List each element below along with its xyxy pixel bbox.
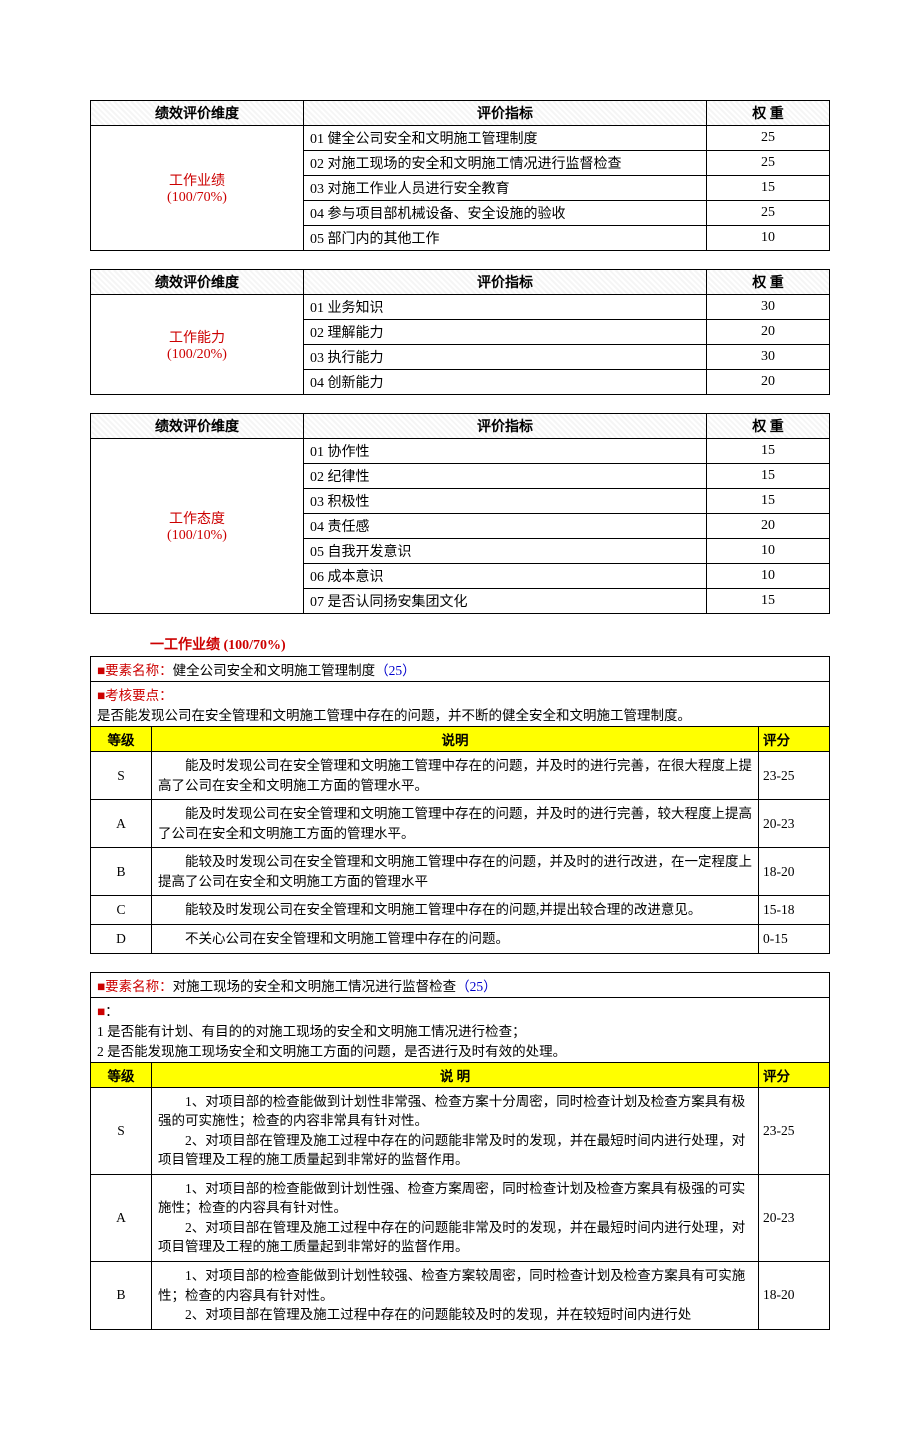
grade-cell: S (91, 752, 152, 800)
description-cell: 能较及时发现公司在安全管理和文明施工管理中存在的问题，并及时的进行改进，在一定程… (152, 848, 759, 896)
rubric-table-1: ■要素名称：健全公司安全和文明施工管理制度（25） ■考核要点： 是否能发现公司… (90, 656, 830, 954)
score-cell: 23-25 (759, 752, 830, 800)
dimension-cell: 工作业绩(100/70%) (91, 126, 304, 251)
weight-cell: 20 (707, 514, 830, 539)
indicator-cell: 02 对施工现场的安全和文明施工情况进行监督检查 (304, 151, 707, 176)
grade-cell: B (91, 1262, 152, 1330)
indicator-cell: 05 自我开发意识 (304, 539, 707, 564)
points-colon: ： (105, 1004, 119, 1019)
summary-table: 绩效评价维度评价指标权 重工作态度(100/10%)01 协作性1502 纪律性… (90, 413, 830, 614)
indicator-cell: 03 对施工作业人员进行安全教育 (304, 176, 707, 201)
description-cell: 能及时发现公司在安全管理和文明施工管理中存在的问题，并及时的进行完善，在很大程度… (152, 752, 759, 800)
points-text: 是否能发现公司在安全管理和文明施工管理中存在的问题，并不断的健全安全和文明施工管… (97, 708, 691, 723)
grade-cell: C (91, 896, 152, 925)
description-cell: 能较及时发现公司在安全管理和文明施工管理中存在的问题,并提出较合理的改进意见。 (152, 896, 759, 925)
element-weight: （25） (375, 663, 416, 678)
score-cell: 15-18 (759, 896, 830, 925)
grade-cell: A (91, 1174, 152, 1261)
weight-cell: 25 (707, 201, 830, 226)
description-cell: 不关心公司在安全管理和文明施工管理中存在的问题。 (152, 924, 759, 953)
col-score: 评分 (759, 1062, 830, 1087)
header-weight: 权 重 (707, 101, 830, 126)
square-icon: ■要素名称： (97, 979, 173, 994)
weight-cell: 10 (707, 564, 830, 589)
square-icon: ■考核要点： (97, 688, 173, 703)
grade-cell: B (91, 848, 152, 896)
indicator-cell: 05 部门内的其他工作 (304, 226, 707, 251)
score-cell: 18-20 (759, 848, 830, 896)
dimension-cell: 工作态度(100/10%) (91, 439, 304, 614)
indicator-cell: 02 纪律性 (304, 464, 707, 489)
weight-cell: 15 (707, 464, 830, 489)
indicator-cell: 04 参与项目部机械设备、安全设施的验收 (304, 201, 707, 226)
header-dimension: 绩效评价维度 (91, 270, 304, 295)
weight-cell: 20 (707, 370, 830, 395)
weight-cell: 30 (707, 295, 830, 320)
description-cell: 1、对项目部的检查能做到计划性强、检查方案周密，同时检查计划及检查方案具有极强的… (152, 1174, 759, 1261)
indicator-cell: 03 积极性 (304, 489, 707, 514)
points-line1: 1 是否能有计划、有目的的对施工现场的安全和文明施工情况进行检查； (97, 1024, 526, 1039)
indicator-cell: 02 理解能力 (304, 320, 707, 345)
grade-cell: D (91, 924, 152, 953)
dimension-cell: 工作能力(100/20%) (91, 295, 304, 395)
col-desc: 说明 (152, 727, 759, 752)
score-cell: 23-25 (759, 1087, 830, 1174)
square-icon: ■ (97, 1004, 105, 1019)
points-line2: 2 是否能发现施工现场安全和文明施工方面的问题，是否进行及时有效的处理。 (97, 1044, 566, 1059)
description-cell: 1、对项目部的检查能做到计划性非常强、检查方案十分周密，同时检查计划及检查方案具… (152, 1087, 759, 1174)
indicator-cell: 06 成本意识 (304, 564, 707, 589)
indicator-cell: 01 健全公司安全和文明施工管理制度 (304, 126, 707, 151)
weight-cell: 15 (707, 489, 830, 514)
summary-table: 绩效评价维度评价指标权 重工作业绩(100/70%)01 健全公司安全和文明施工… (90, 100, 830, 251)
grade-cell: A (91, 800, 152, 848)
weight-cell: 10 (707, 226, 830, 251)
score-cell: 18-20 (759, 1262, 830, 1330)
indicator-cell: 04 创新能力 (304, 370, 707, 395)
col-desc: 说 明 (152, 1062, 759, 1087)
summary-table: 绩效评价维度评价指标权 重工作能力(100/20%)01 业务知识3002 理解… (90, 269, 830, 395)
col-score: 评分 (759, 727, 830, 752)
header-indicator: 评价指标 (304, 414, 707, 439)
element-row: ■要素名称：对施工现场的安全和文明施工情况进行监督检查（25） (91, 972, 830, 997)
score-cell: 20-23 (759, 800, 830, 848)
score-cell: 20-23 (759, 1174, 830, 1261)
element-weight: （25） (456, 979, 497, 994)
header-dimension: 绩效评价维度 (91, 414, 304, 439)
header-indicator: 评价指标 (304, 270, 707, 295)
square-icon: ■要素名称： (97, 663, 173, 678)
element-row: ■要素名称：健全公司安全和文明施工管理制度（25） (91, 657, 830, 682)
header-weight: 权 重 (707, 270, 830, 295)
weight-cell: 25 (707, 126, 830, 151)
indicator-cell: 01 业务知识 (304, 295, 707, 320)
weight-cell: 20 (707, 320, 830, 345)
weight-cell: 30 (707, 345, 830, 370)
grade-cell: S (91, 1087, 152, 1174)
weight-cell: 15 (707, 439, 830, 464)
description-cell: 能及时发现公司在安全管理和文明施工管理中存在的问题，并及时的进行完善，较大程度上… (152, 800, 759, 848)
rubric-table-2: ■要素名称：对施工现场的安全和文明施工情况进行监督检查（25） ■： 1 是否能… (90, 972, 830, 1330)
indicator-cell: 04 责任感 (304, 514, 707, 539)
score-cell: 0-15 (759, 924, 830, 953)
weight-cell: 25 (707, 151, 830, 176)
weight-cell: 10 (707, 539, 830, 564)
header-dimension: 绩效评价维度 (91, 101, 304, 126)
points-row: ■： 1 是否能有计划、有目的的对施工现场的安全和文明施工情况进行检查； 2 是… (91, 997, 830, 1062)
section-title: 一工作业绩 (100/70%) (150, 634, 830, 654)
header-weight: 权 重 (707, 414, 830, 439)
description-cell: 1、对项目部的检查能做到计划性较强、检查方案较周密，同时检查计划及检查方案具有可… (152, 1262, 759, 1330)
element-name: 健全公司安全和文明施工管理制度 (173, 663, 376, 678)
col-grade: 等级 (91, 1062, 152, 1087)
indicator-cell: 07 是否认同扬安集团文化 (304, 589, 707, 614)
col-grade: 等级 (91, 727, 152, 752)
indicator-cell: 01 协作性 (304, 439, 707, 464)
points-row: ■考核要点： 是否能发现公司在安全管理和文明施工管理中存在的问题，并不断的健全安… (91, 682, 830, 727)
header-indicator: 评价指标 (304, 101, 707, 126)
weight-cell: 15 (707, 589, 830, 614)
indicator-cell: 03 执行能力 (304, 345, 707, 370)
element-name: 对施工现场的安全和文明施工情况进行监督检查 (173, 979, 457, 994)
weight-cell: 15 (707, 176, 830, 201)
